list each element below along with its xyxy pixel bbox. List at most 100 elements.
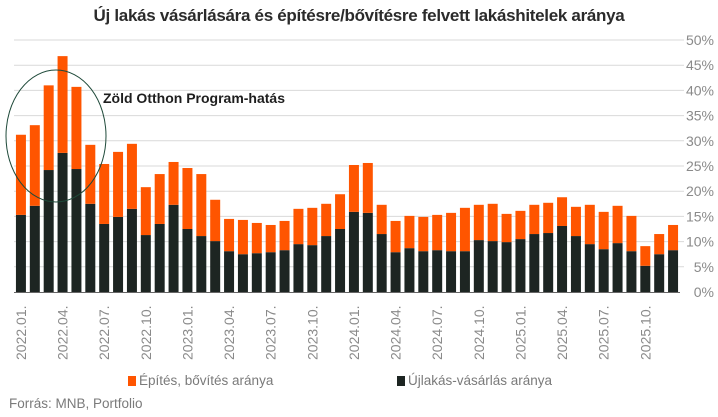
- bar-new-home-2023.06.: [251, 253, 262, 292]
- bar-new-home-2022.10.: [140, 235, 151, 292]
- bar-construction-2023.08.: [279, 220, 290, 251]
- bar-new-home-2022.03.: [43, 170, 54, 292]
- bar-new-home-2024.07.: [432, 250, 443, 292]
- bar-new-home-2025.02.: [529, 234, 540, 292]
- legend-label: Építés, bővítés aránya: [139, 373, 274, 388]
- bar-new-home-2025.03.: [543, 233, 554, 292]
- bar-new-home-2023.08.: [279, 250, 290, 292]
- bar-construction-2024.06.: [418, 216, 429, 252]
- bar-new-home-2023.12.: [335, 229, 346, 292]
- bar-construction-2022.03.: [43, 85, 54, 171]
- x-tick-label: 2025.10.: [637, 306, 653, 361]
- x-tick-label: 2023.07.: [263, 306, 279, 361]
- bar-new-home-2022.08.: [113, 216, 124, 292]
- bar-new-home-2024.09.: [459, 251, 470, 292]
- x-tick-label: 2022.04.: [55, 306, 71, 361]
- bar-construction-2025.10.: [640, 246, 651, 266]
- x-tick-label: 2023.10.: [304, 306, 320, 361]
- bar-construction-2024.02.: [362, 162, 373, 213]
- bar-new-home-2023.02.: [196, 236, 207, 292]
- annotation-label: Zöld Otthon Program-hatás: [103, 90, 285, 106]
- bar-new-home-2024.05.: [404, 248, 415, 292]
- bar-new-home-2025.10.: [640, 265, 651, 292]
- bar-new-home-2025.06.: [584, 244, 595, 292]
- legend-item-construction: Építés, bővítés aránya: [128, 373, 273, 388]
- legend-item-new-home: Újlakás-vásárlás aránya: [397, 373, 552, 388]
- x-tick-label: 2024.07.: [429, 306, 445, 361]
- bar-new-home-2024.11.: [487, 241, 498, 292]
- bar-construction-2025.05.: [570, 206, 581, 237]
- y-tick-label: 25%: [686, 158, 714, 174]
- bar-new-home-2025.05.: [570, 236, 581, 292]
- x-tick-label: 2022.10.: [138, 306, 154, 361]
- bar-new-home-2025.09.: [626, 251, 637, 292]
- bar-construction-2022.12.: [168, 161, 179, 205]
- bar-construction-2025.02.: [529, 204, 540, 235]
- y-tick-label: 30%: [686, 133, 714, 149]
- bar-new-home-2023.09.: [293, 244, 304, 292]
- legend-swatch-orange: [128, 375, 136, 386]
- bar-construction-2023.04.: [224, 218, 235, 252]
- bar-new-home-2023.11.: [321, 236, 332, 292]
- bar-new-home-2024.02.: [362, 212, 373, 292]
- bar-construction-2023.01.: [182, 168, 193, 229]
- bar-construction-2022.11.: [154, 174, 165, 224]
- y-tick-label: 35%: [686, 108, 714, 124]
- source-note: Forrás: MNB, Portfolio: [9, 396, 143, 411]
- bar-new-home-2025.01.: [515, 239, 526, 292]
- bar-construction-2022.05.: [71, 86, 82, 170]
- x-tick-label: 2025.07.: [596, 306, 612, 361]
- bar-new-home-2024.01.: [348, 211, 359, 292]
- bar-construction-2025.07.: [598, 211, 609, 250]
- bar-new-home-2022.09.: [126, 208, 137, 292]
- bar-construction-2024.03.: [376, 204, 387, 235]
- bar-construction-2022.06.: [85, 144, 96, 204]
- legend-label: Újlakás-vásárlás aránya: [408, 373, 553, 388]
- chart-title: Új lakás vásárlására és építésre/bővítés…: [93, 6, 625, 25]
- bar-new-home-2025.07.: [598, 249, 609, 292]
- bar-construction-2024.08.: [446, 212, 457, 252]
- bar-construction-2023.05.: [237, 219, 248, 255]
- bar-construction-2024.07.: [432, 214, 443, 251]
- x-tick-label: 2024.04.: [388, 306, 404, 361]
- bar-construction-2024.05.: [404, 215, 415, 249]
- bar-new-home-2023.05.: [237, 254, 248, 292]
- bar-construction-2022.08.: [113, 151, 124, 217]
- bar-construction-2024.10.: [473, 204, 484, 241]
- x-tick-label: 2022.01.: [13, 306, 29, 361]
- bar-new-home-2025.08.: [612, 243, 623, 292]
- bar-construction-2023.10.: [307, 207, 318, 246]
- bar-new-home-2024.06.: [418, 251, 429, 292]
- y-tick-label: 40%: [686, 82, 714, 98]
- bar-new-home-2022.01.: [15, 214, 26, 292]
- bar-construction-2024.09.: [459, 207, 470, 252]
- bar-construction-2023.12.: [335, 194, 346, 229]
- y-tick-label: 45%: [686, 57, 714, 73]
- bar-new-home-2024.04.: [390, 252, 401, 292]
- bar-construction-2022.10.: [140, 187, 151, 236]
- x-tick-label: 2025.04.: [554, 306, 570, 361]
- x-tick-label: 2022.07.: [96, 306, 112, 361]
- bar-new-home-2023.03.: [210, 241, 221, 292]
- bar-construction-2022.01.: [15, 134, 26, 215]
- bar-construction-2024.11.: [487, 203, 498, 242]
- bar-new-home-2024.12.: [501, 242, 512, 292]
- bar-new-home-2025.12.: [668, 250, 679, 292]
- y-tick-label: 10%: [686, 234, 714, 250]
- bar-construction-2023.03.: [210, 199, 221, 242]
- bar-new-home-2025.04.: [557, 225, 568, 292]
- bar-construction-2025.04.: [557, 197, 568, 226]
- x-tick-label: 2023.01.: [179, 306, 195, 361]
- bar-construction-2024.01.: [348, 164, 359, 212]
- bar-construction-2024.04.: [390, 220, 401, 253]
- y-tick-label: 5%: [694, 259, 714, 275]
- bar-construction-2022.02.: [29, 125, 40, 206]
- bar-construction-2023.11.: [321, 203, 332, 237]
- legend-swatch-dark: [397, 375, 405, 386]
- bar-new-home-2023.07.: [265, 252, 276, 292]
- bar-construction-2024.12.: [501, 213, 512, 243]
- bars: [15, 56, 679, 292]
- y-tick-label: 0%: [694, 284, 714, 300]
- annotation-circle: [5, 69, 107, 203]
- bar-construction-2025.06.: [584, 204, 595, 245]
